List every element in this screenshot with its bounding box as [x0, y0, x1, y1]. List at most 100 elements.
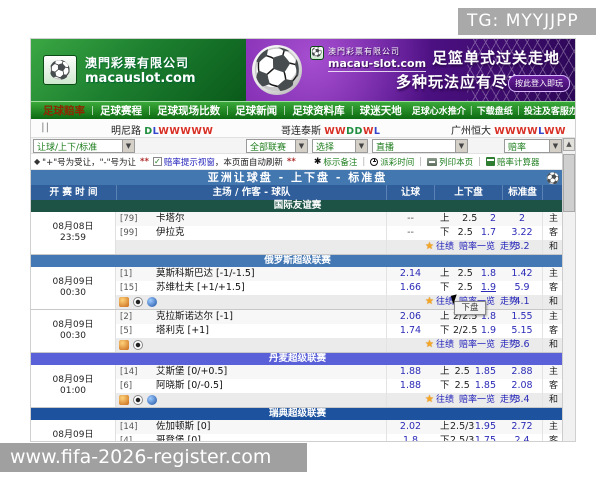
kickoff-time: 08月09日 00:30: [31, 310, 116, 352]
ball-icon[interactable]: [133, 297, 143, 307]
scroll-up-button[interactable]: ▲: [563, 138, 575, 151]
handicap-odds: 1.66: [386, 281, 434, 295]
odds-alert-checkbox[interactable]: ✓: [152, 157, 162, 166]
ticker-team[interactable]: 明尼路 DLWWWWW: [111, 126, 214, 137]
handicap-odds: 1.88: [386, 379, 434, 393]
team-name[interactable]: 哥登堡 [0]: [156, 435, 201, 442]
star-icon[interactable]: ★: [386, 240, 434, 254]
team-name[interactable]: 佐加顿斯 [0]: [156, 421, 211, 432]
league-dropdown[interactable]: 全部联赛 ▼: [246, 139, 308, 153]
nav-football-news[interactable]: 足球新闻: [235, 105, 278, 117]
soccer-ball-logo-icon: ⚽: [43, 55, 77, 85]
select-dropdown[interactable]: 选择 ▼: [312, 139, 368, 153]
medal-icon[interactable]: [119, 297, 129, 307]
over-under-odds: 1.9: [480, 282, 496, 293]
globe-icon[interactable]: [147, 297, 157, 307]
trend-link[interactable]: 走势: [500, 297, 519, 307]
kickoff-date: 08月09日: [52, 374, 94, 385]
odds-list-link[interactable]: 赔率一览: [459, 395, 496, 405]
match-block: 08月09日 01:00 [14] 艾斯堡 [0/+0.5] 1.88 上 2.5 1.85 2…: [31, 365, 564, 408]
odds-alert-window-link[interactable]: 赔率提示视窗: [163, 157, 215, 168]
ball-icon[interactable]: [133, 340, 143, 350]
result-label: 和: [542, 295, 564, 309]
nav-fan-zone[interactable]: 球迷天地: [359, 105, 402, 117]
odds-dropdown[interactable]: 赔率 ▼: [504, 139, 562, 153]
chevron-down-icon[interactable]: ▼: [455, 140, 467, 152]
league-section-header[interactable]: 国际友谊赛: [31, 200, 564, 212]
league-section-header[interactable]: 瑞典超级联赛: [31, 408, 564, 420]
over-under-line: 2.5: [454, 366, 470, 377]
globe-icon[interactable]: [147, 395, 157, 405]
team-name[interactable]: 艾斯堡 [0/+0.5]: [156, 366, 228, 377]
nav-football-schedule[interactable]: 足球赛程: [100, 105, 143, 117]
team-name[interactable]: 塔利克 [+1]: [156, 325, 209, 336]
league-section-header[interactable]: 俄罗斯超级联赛: [31, 255, 564, 267]
over-under-direction: 上: [440, 268, 450, 279]
vertical-scrollbar[interactable]: ▲: [562, 138, 575, 441]
odds-list-link[interactable]: 赔率一览: [459, 340, 496, 350]
over-under-odds: 1.85: [474, 380, 496, 391]
mark-note-link[interactable]: 标示备注: [323, 157, 358, 168]
nav-football-odds[interactable]: 足球赔率: [43, 105, 85, 117]
nav-live-scores[interactable]: 足球现场比数: [157, 105, 221, 117]
over-under-odds: 1.85: [474, 366, 496, 377]
trend-link[interactable]: 走势: [500, 395, 519, 405]
team-name[interactable]: 卡塔尔: [156, 213, 185, 224]
result-label: 客: [542, 434, 564, 441]
odds-calculator-link[interactable]: 赔率计算器: [497, 157, 540, 168]
soccer-ball-graphic: ⚽: [252, 45, 302, 95]
chevron-down-icon[interactable]: ▼: [295, 140, 307, 152]
print-page-link[interactable]: 列印本页: [439, 157, 474, 168]
ticker-team[interactable]: 哥连泰斯 WWDDWL: [281, 126, 381, 137]
star-icon[interactable]: ★: [386, 338, 434, 352]
nav-tips[interactable]: 足球心水推介: [411, 107, 466, 117]
scrollbar-thumb[interactable]: [563, 154, 575, 212]
result-label: 主: [542, 212, 564, 226]
chevron-down-icon[interactable]: ▼: [355, 140, 367, 152]
ticker-pause-icon[interactable]: ||: [41, 122, 51, 133]
chevron-down-icon[interactable]: ▼: [549, 140, 561, 152]
login-play-button[interactable]: 按此登入即玩: [508, 75, 570, 92]
over-under-direction: 下: [440, 380, 450, 391]
over-under-line: 2/2.5: [453, 325, 478, 336]
site-logo-area[interactable]: ⚽ 澳門彩票有限公司 macauslot.com: [31, 39, 246, 101]
live-dropdown[interactable]: 直播 ▼: [372, 139, 468, 153]
star-icon[interactable]: ★: [386, 393, 434, 407]
telegram-contact-badge: TG: MYYJJPP: [458, 8, 596, 35]
chevron-down-icon[interactable]: ▼: [122, 140, 134, 152]
trend-link[interactable]: 走势: [500, 340, 519, 350]
col-teams: 主场 / 作客 - 球队: [116, 185, 386, 200]
team-name[interactable]: 伊拉克: [156, 227, 185, 238]
league-section-header[interactable]: 丹麦超级联赛: [31, 353, 564, 365]
team-name[interactable]: 克拉斯诺达尔 [-1]: [156, 311, 233, 322]
team-name[interactable]: 阿晓斯 [0/-0.5]: [156, 380, 223, 391]
over-under-odds: 1.95: [474, 421, 496, 432]
odds-list-link[interactable]: 赔率一览: [459, 242, 496, 252]
soccer-ball-icon[interactable]: ⚽: [546, 172, 560, 185]
history-link[interactable]: 往绩: [436, 340, 455, 350]
medal-icon[interactable]: [119, 395, 129, 405]
star-icon[interactable]: ★: [386, 295, 434, 309]
kickoff-clock: 01:00: [60, 441, 86, 442]
history-link[interactable]: 往绩: [436, 242, 455, 252]
result-letter: W: [494, 126, 506, 137]
ticker-team[interactable]: 广州恒大 WWWWLWW: [451, 126, 566, 137]
team-name[interactable]: 苏维杜夫 [+1/+1.5]: [156, 282, 245, 293]
ball-icon[interactable]: [133, 395, 143, 405]
cursor-tooltip: 下盘: [454, 301, 486, 315]
nav-betting-service-hours[interactable]: 投注及客服办公时间: [523, 107, 575, 117]
team-name[interactable]: 莫斯科斯巴达 [-1/-1.5]: [156, 268, 255, 279]
handicap-odds: 1.88: [386, 365, 434, 379]
trend-link[interactable]: 走势: [500, 242, 519, 252]
standard-odds: 1.42: [511, 268, 533, 279]
nav-football-database[interactable]: 足球资料库: [292, 105, 345, 117]
payout-time-link[interactable]: 派彩时间: [380, 157, 415, 168]
nav-download-sheets[interactable]: 下载盘纸: [476, 107, 513, 117]
medal-icon[interactable]: [119, 340, 129, 350]
history-link[interactable]: 往绩: [436, 395, 455, 405]
market-type-dropdown[interactable]: 让球/上下/标准 ▼: [33, 139, 135, 153]
history-link[interactable]: 往绩: [436, 297, 455, 307]
promo-banner[interactable]: ⚽ ⚽ 澳門彩票有限公司 macau-slot.com 足篮单式过关走地 多种玩…: [246, 39, 575, 101]
kickoff-time: 08月09日 00:30: [31, 267, 116, 309]
